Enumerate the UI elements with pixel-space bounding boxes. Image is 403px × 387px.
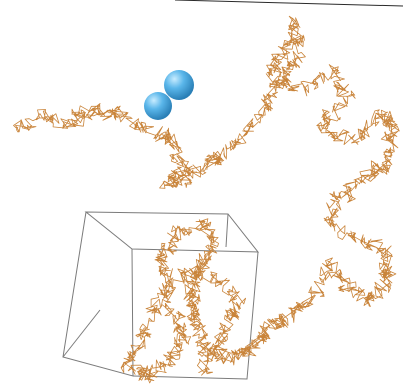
top-edge-line — [174, 0, 403, 7]
wireframe-box — [62, 211, 260, 380]
box-hidden-edge — [62, 309, 101, 358]
box-right-edges — [132, 213, 259, 380]
polymer-chain — [13, 15, 400, 384]
box-front-face — [62, 211, 134, 377]
sphere-pair — [144, 70, 194, 120]
polymer-chain-path — [13, 15, 400, 384]
sphere-lower — [144, 92, 172, 120]
sphere-upper — [164, 70, 194, 100]
